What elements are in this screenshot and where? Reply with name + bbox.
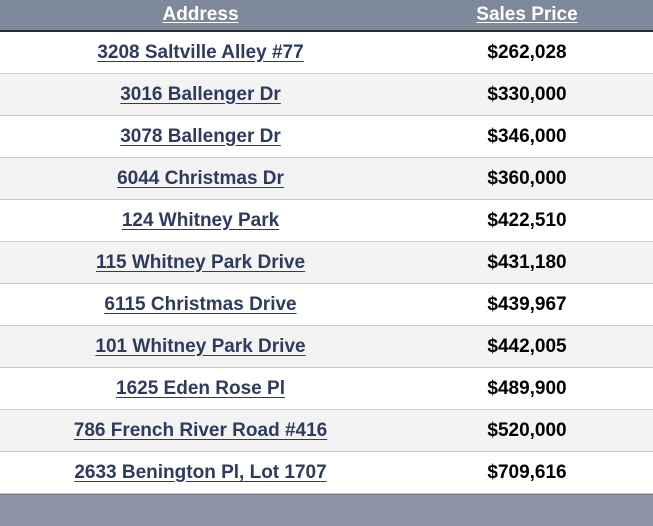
sales-price: $346,000	[487, 125, 567, 147]
address-link[interactable]: 1625 Eden Rose Pl	[116, 377, 285, 399]
sales-price: $489,900	[487, 377, 567, 399]
address-link[interactable]: 115 Whitney Park Drive	[95, 251, 306, 273]
address-header-cell: Address	[0, 0, 401, 30]
sales-price: $442,005	[487, 335, 567, 357]
sales-price-sort-link[interactable]: Sales Price	[476, 4, 578, 25]
sales-price: $422,510	[487, 209, 567, 231]
address-link[interactable]: 124 Whitney Park	[121, 209, 280, 231]
table-row: 2633 Benington Pl, Lot 1707 $709,616	[0, 452, 653, 494]
address-link[interactable]: 3208 Saltville Alley #77	[97, 41, 304, 63]
table-row: 1625 Eden Rose Pl $489,900	[0, 368, 653, 410]
table-row: 786 French River Road #416 $520,000	[0, 410, 653, 452]
sales-price: $709,616	[487, 461, 567, 483]
sales-price: $330,000	[487, 83, 567, 105]
address-link[interactable]: 2633 Benington Pl, Lot 1707	[74, 461, 327, 483]
table-row: 124 Whitney Park $422,510	[0, 200, 653, 242]
table-body: 3208 Saltville Alley #77 $262,028 3016 B…	[0, 32, 653, 494]
sales-price: $439,967	[487, 293, 567, 315]
sales-price: $262,028	[487, 41, 567, 63]
table-row: 3208 Saltville Alley #77 $262,028	[0, 32, 653, 74]
table-row: 115 Whitney Park Drive $431,180	[0, 242, 653, 284]
table-row: 3016 Ballenger Dr $330,000	[0, 74, 653, 116]
table-row: 3078 Ballenger Dr $346,000	[0, 116, 653, 158]
sales-price: $520,000	[487, 419, 567, 441]
address-link[interactable]: 6115 Christmas Drive	[104, 293, 297, 315]
table-footer	[0, 494, 653, 526]
sales-price-header-cell: Sales Price	[401, 0, 653, 30]
table-header: Address Sales Price	[0, 0, 653, 32]
address-link[interactable]: 3016 Ballenger Dr	[120, 83, 281, 105]
sales-price: $360,000	[487, 167, 567, 189]
address-link[interactable]: 6044 Christmas Dr	[117, 167, 284, 189]
table-row: 6044 Christmas Dr $360,000	[0, 158, 653, 200]
address-link[interactable]: 786 French River Road #416	[73, 419, 328, 441]
table-row: 101 Whitney Park Drive $442,005	[0, 326, 653, 368]
table-row: 6115 Christmas Drive $439,967	[0, 284, 653, 326]
sales-price: $431,180	[487, 251, 567, 273]
address-link[interactable]: 3078 Ballenger Dr	[120, 125, 281, 147]
address-sort-link[interactable]: Address	[162, 4, 239, 25]
address-link[interactable]: 101 Whitney Park Drive	[95, 335, 306, 357]
